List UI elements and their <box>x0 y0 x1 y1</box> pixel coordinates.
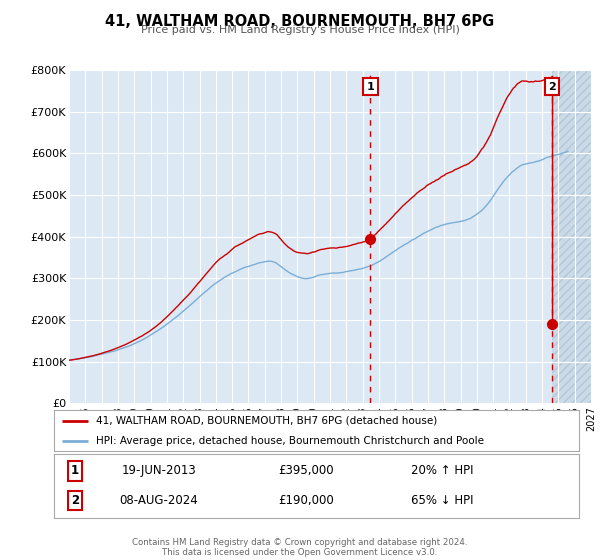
Text: 65% ↓ HPI: 65% ↓ HPI <box>411 494 474 507</box>
Bar <box>552 70 591 403</box>
Text: £190,000: £190,000 <box>278 494 334 507</box>
Text: 2: 2 <box>71 494 79 507</box>
Text: Price paid vs. HM Land Registry's House Price Index (HPI): Price paid vs. HM Land Registry's House … <box>140 25 460 35</box>
Text: £395,000: £395,000 <box>278 464 334 478</box>
Text: 08-AUG-2024: 08-AUG-2024 <box>119 494 199 507</box>
Text: 41, WALTHAM ROAD, BOURNEMOUTH, BH7 6PG (detached house): 41, WALTHAM ROAD, BOURNEMOUTH, BH7 6PG (… <box>96 416 437 426</box>
Text: 1: 1 <box>71 464 79 478</box>
Text: Contains HM Land Registry data © Crown copyright and database right 2024.
This d: Contains HM Land Registry data © Crown c… <box>132 538 468 557</box>
Text: HPI: Average price, detached house, Bournemouth Christchurch and Poole: HPI: Average price, detached house, Bour… <box>96 436 484 446</box>
Text: 20% ↑ HPI: 20% ↑ HPI <box>411 464 474 478</box>
Text: 1: 1 <box>367 82 374 92</box>
Text: 2: 2 <box>548 82 556 92</box>
Text: 41, WALTHAM ROAD, BOURNEMOUTH, BH7 6PG: 41, WALTHAM ROAD, BOURNEMOUTH, BH7 6PG <box>106 14 494 29</box>
Text: 19-JUN-2013: 19-JUN-2013 <box>122 464 196 478</box>
